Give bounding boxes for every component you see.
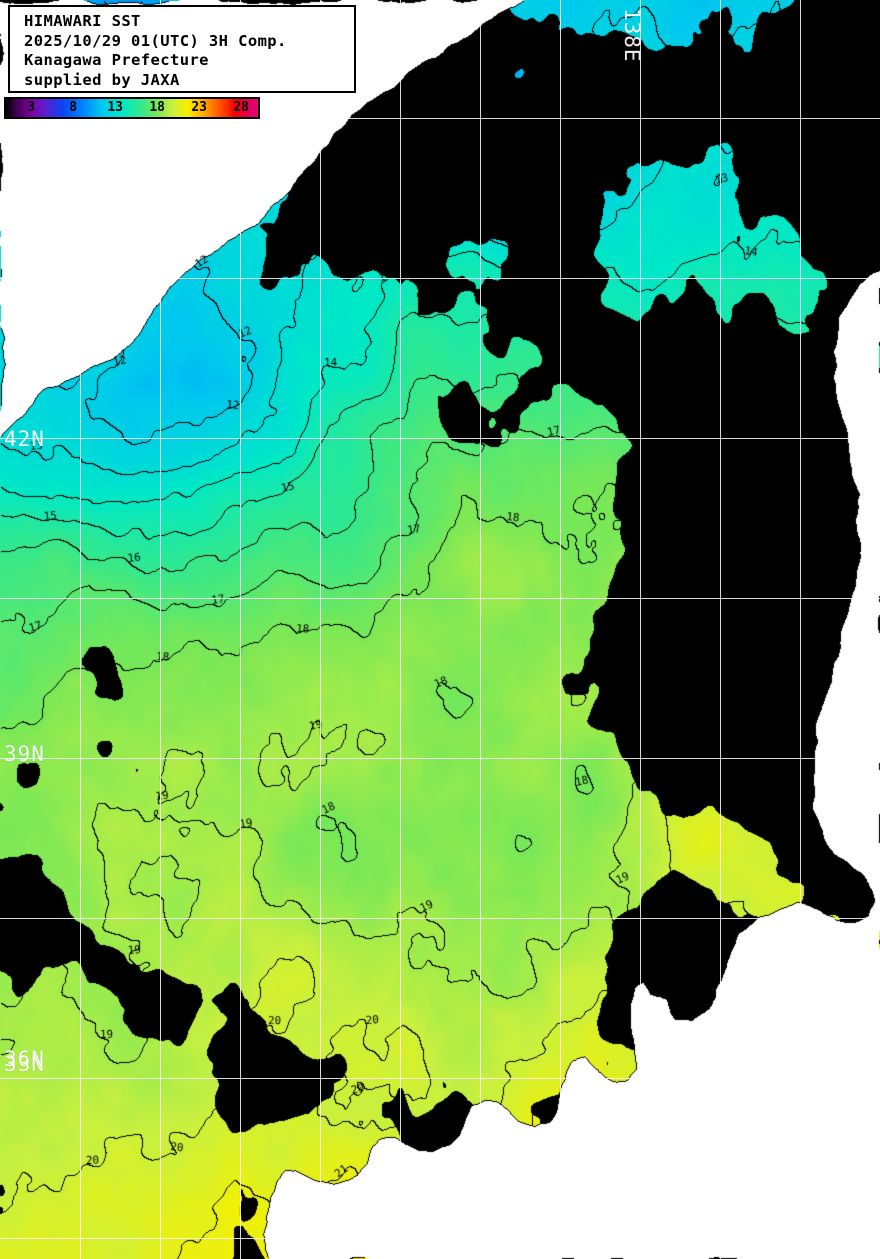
colorbar-tick-labels: 3 8 13 18 23 28 xyxy=(6,99,258,117)
sst-colorbar: 3 8 13 18 23 28 xyxy=(4,97,260,119)
map-info-box: HIMAWARI SST 2025/10/29 01(UTC) 3H Comp.… xyxy=(8,5,356,93)
colorbar-tick-13: 13 xyxy=(107,100,124,115)
colorbar-tick-28: 28 xyxy=(233,100,250,115)
info-title: HIMAWARI SST xyxy=(24,12,141,30)
colorbar-tick-8: 8 xyxy=(69,100,78,115)
info-datetime: 2025/10/29 01(UTC) 3H Comp. xyxy=(24,31,287,50)
info-region: Kanagawa Prefecture xyxy=(24,51,209,69)
info-source: supplied by JAXA xyxy=(24,70,180,89)
colorbar-tick-23: 23 xyxy=(191,100,208,115)
colorbar-tick-18: 18 xyxy=(149,100,166,115)
colorbar-tick-3: 3 xyxy=(27,100,36,115)
colorbar-gradient xyxy=(6,99,258,117)
